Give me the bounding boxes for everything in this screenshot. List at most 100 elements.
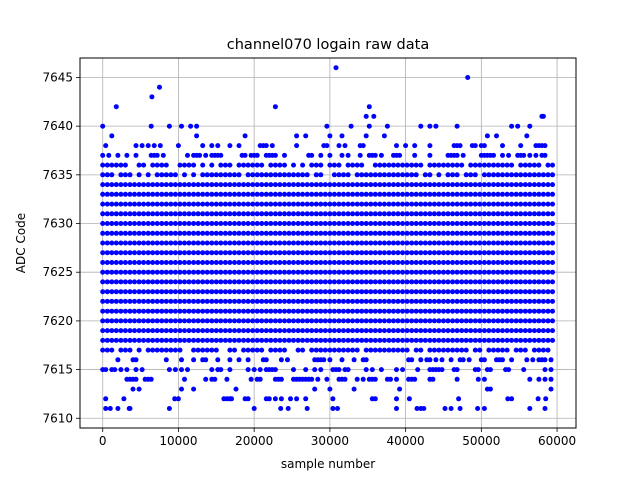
data-point (172, 260, 178, 265)
data-point (122, 347, 128, 353)
data-point (518, 230, 524, 236)
data-point (386, 230, 392, 236)
data-point (518, 289, 524, 295)
data-point (100, 211, 106, 217)
data-point (386, 328, 392, 334)
data-point (191, 318, 197, 324)
data-point (195, 318, 201, 324)
data-point (486, 337, 492, 343)
data-point (322, 182, 328, 188)
data-point (431, 182, 437, 188)
data-point (195, 289, 201, 295)
data-point (427, 260, 433, 265)
data-point (175, 396, 181, 402)
data-point (395, 221, 401, 226)
data-point (318, 367, 324, 373)
data-point (154, 260, 160, 265)
data-point (104, 191, 110, 197)
data-point (345, 298, 351, 304)
data-point (481, 230, 487, 236)
data-point (359, 230, 365, 236)
data-point (404, 298, 410, 304)
data-point (524, 133, 530, 139)
data-point (250, 230, 256, 236)
data-point (278, 406, 284, 411)
data-point (195, 337, 201, 343)
data-point (341, 191, 346, 197)
data-point (254, 240, 260, 246)
data-point (336, 289, 342, 295)
data-point (213, 279, 219, 285)
data-point (241, 289, 247, 295)
data-point (118, 347, 124, 353)
data-point (418, 260, 424, 265)
data-point (509, 289, 515, 295)
data-point (354, 308, 360, 314)
data-point (468, 298, 474, 304)
data-point (431, 221, 437, 226)
data-point (222, 172, 228, 178)
data-point (341, 347, 346, 353)
data-point (468, 211, 474, 217)
data-point (322, 298, 328, 304)
data-point (509, 221, 515, 226)
data-point (272, 104, 278, 110)
data-point (109, 337, 115, 343)
data-point (118, 250, 124, 256)
data-point (204, 308, 210, 314)
data-point (450, 328, 456, 334)
data-point (381, 328, 387, 334)
data-point (282, 337, 287, 343)
data-point (345, 279, 351, 285)
data-point (450, 337, 456, 343)
data-point (513, 172, 519, 178)
y-tick-label: 7630 (42, 217, 73, 231)
data-point (400, 162, 406, 168)
data-point (509, 269, 515, 275)
data-point (531, 328, 537, 334)
data-point (104, 162, 110, 168)
data-point (141, 269, 147, 275)
data-point (468, 230, 474, 236)
data-point (513, 269, 519, 275)
data-point (509, 318, 515, 324)
data-point (200, 172, 206, 178)
data-point (341, 172, 346, 178)
data-point (436, 298, 442, 304)
x-tick-label: 50000 (462, 434, 500, 448)
data-point (191, 298, 197, 304)
data-point (409, 182, 415, 188)
data-point (368, 191, 374, 197)
data-point (182, 240, 187, 246)
data-point (259, 289, 265, 295)
data-point (386, 347, 392, 353)
data-point (522, 337, 528, 343)
data-point (218, 328, 224, 334)
data-point (368, 298, 374, 304)
data-point (531, 337, 537, 343)
data-point (218, 152, 224, 158)
data-point (371, 113, 377, 119)
data-point (436, 191, 442, 197)
data-point (200, 337, 206, 343)
data-point (309, 250, 315, 256)
data-point (113, 318, 119, 324)
data-point (118, 289, 124, 295)
data-point (168, 269, 174, 275)
data-point (386, 182, 392, 188)
data-point (363, 269, 369, 275)
data-point (436, 182, 442, 188)
data-point (277, 250, 283, 256)
data-point (441, 230, 446, 236)
data-point (300, 182, 306, 188)
data-point (336, 308, 342, 314)
data-point (359, 289, 365, 295)
data-point (250, 240, 256, 246)
data-point (104, 328, 110, 334)
data-point (322, 347, 328, 353)
data-point (268, 289, 274, 295)
data-point (195, 211, 201, 217)
data-point (259, 172, 265, 178)
data-point (282, 211, 287, 217)
data-point (304, 406, 310, 411)
